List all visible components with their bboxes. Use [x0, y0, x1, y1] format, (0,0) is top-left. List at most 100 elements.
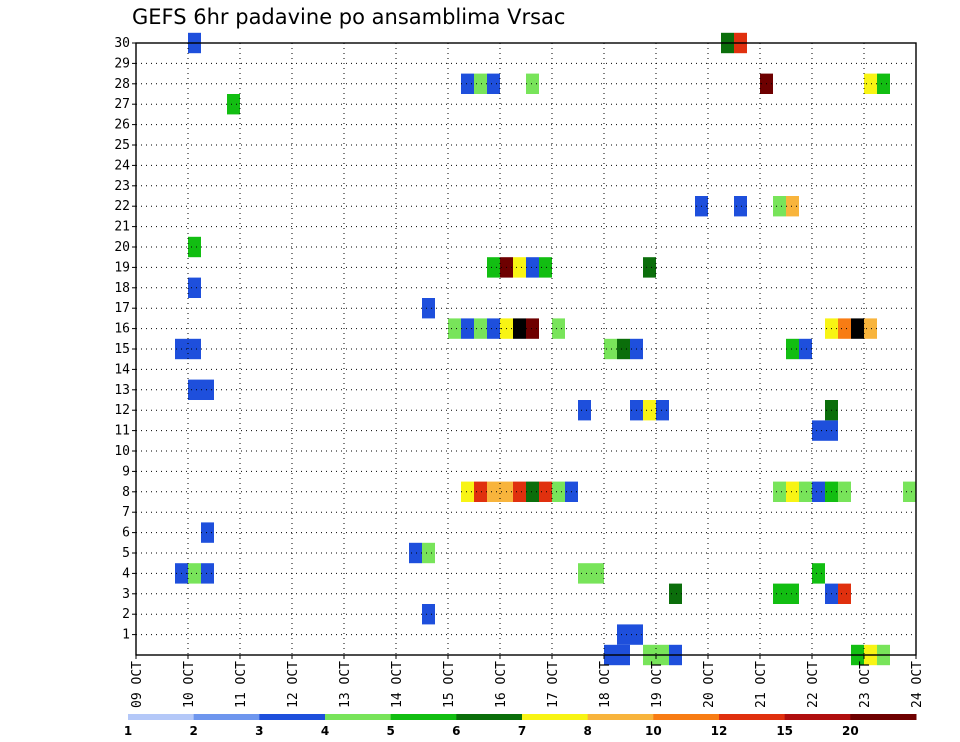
y-tick-label: 6	[122, 526, 130, 541]
y-tick-label: 7	[122, 505, 130, 520]
y-tick-label: 26	[114, 118, 130, 133]
ensemble-cell	[513, 257, 526, 278]
colorbar-swatch	[390, 714, 457, 720]
y-tick-label: 18	[114, 281, 130, 296]
ensemble-cell	[513, 481, 526, 502]
ensemble-cell	[864, 73, 877, 94]
y-tick-label: 25	[114, 138, 130, 153]
colorbar-swatch	[784, 714, 851, 720]
y-tick-label: 2	[122, 607, 130, 622]
x-tick-label: 12 OCT	[286, 661, 301, 708]
y-tick-label: 30	[114, 36, 130, 51]
ensemble-cell	[487, 318, 500, 339]
ensemble-cell	[461, 318, 474, 339]
colorbar-swatch	[193, 714, 260, 720]
ensemble-cell	[526, 318, 539, 339]
colorbar-label: 8	[583, 724, 591, 738]
y-tick-label: 28	[114, 77, 130, 92]
ensemble-cell	[604, 338, 617, 360]
ensemble-cell	[422, 542, 435, 564]
ensemble-cell	[474, 318, 487, 339]
colorbar-label: 2	[189, 724, 197, 738]
colorbar-label: 10	[645, 724, 662, 738]
ensemble-cell	[188, 277, 201, 298]
x-tick-label: 15 OCT	[442, 661, 457, 708]
colorbar-swatch	[719, 714, 786, 720]
y-tick-label: 27	[114, 97, 130, 112]
ensemble-cell	[773, 196, 786, 217]
ensemble-cell	[422, 604, 435, 625]
ensemble-cell	[188, 338, 201, 360]
colorbar-label: 5	[386, 724, 394, 738]
y-tick-label: 24	[114, 158, 130, 173]
x-axis: 09 OCT 10 OCT 11 OCT 12 OCT 13 OCT 14 OCT 15 O…	[130, 655, 925, 708]
ensemble-cell	[578, 400, 591, 421]
y-tick-label: 19	[114, 260, 130, 275]
colorbar-swatch	[522, 714, 589, 720]
ensemble-cell	[526, 257, 539, 278]
colorbar-swatch	[325, 714, 392, 720]
ensemble-cell	[812, 563, 825, 584]
y-tick-label: 1	[122, 628, 130, 643]
ensemble-cell	[877, 73, 890, 94]
colorbar-swatch	[653, 714, 720, 720]
y-tick-label: 10	[114, 444, 130, 459]
ensemble-cell	[188, 379, 201, 400]
colorbar-label: 3	[255, 724, 263, 738]
ensemble-cell	[643, 400, 656, 421]
colorbar-swatch	[587, 714, 654, 720]
ensemble-cell	[617, 338, 630, 360]
ensemble-cell	[539, 481, 552, 502]
ensemble-cell	[539, 257, 552, 278]
x-tick-label: 17 OCT	[546, 661, 561, 708]
x-tick-label: 21 OCT	[754, 661, 769, 708]
ensemble-cell	[786, 338, 799, 360]
ensemble-cell	[851, 318, 864, 339]
colorbar-label: 12	[711, 724, 728, 738]
ensemble-cell	[786, 196, 799, 217]
x-tick-label: 22 OCT	[806, 661, 821, 708]
ensemble-cell	[786, 481, 799, 502]
ensemble-cell	[552, 481, 565, 502]
y-tick-label: 3	[122, 587, 130, 602]
ensemble-cell	[461, 73, 474, 94]
x-tick-label: 14 OCT	[390, 661, 405, 708]
y-tick-label: 13	[114, 383, 130, 398]
x-tick-label: 11 OCT	[234, 661, 249, 708]
colorbar-swatch	[850, 714, 917, 720]
y-tick-label: 5	[122, 546, 130, 561]
y-tick-label: 14	[114, 362, 130, 377]
ensemble-cell	[227, 94, 240, 115]
colorbar-label: 6	[452, 724, 460, 738]
ensemble-cell	[773, 583, 786, 604]
y-tick-label: 16	[114, 322, 130, 337]
colorbar-label: 7	[518, 724, 526, 738]
ensemble-cell	[838, 583, 851, 604]
ensemble-cell	[838, 481, 851, 502]
ensemble-cell	[474, 481, 487, 502]
colorbar-label: 4	[321, 724, 329, 738]
ensemble-cell	[448, 318, 461, 339]
ensemble-cell	[422, 298, 435, 319]
ensemble-cell	[643, 257, 656, 278]
ensemble-cell	[799, 481, 812, 502]
ensemble-cell	[188, 236, 201, 258]
ensemble-cell	[617, 624, 630, 645]
colorbar: 1 2 3 4 5 6 7 8 10 12 15 20	[124, 714, 917, 738]
y-tick-label: 12	[114, 403, 130, 418]
y-tick-label: 9	[122, 464, 130, 479]
ensemble-cell	[409, 542, 422, 564]
grid-lines	[136, 42, 916, 655]
ensemble-cell	[526, 73, 539, 94]
ensemble-cell	[786, 583, 799, 604]
ensemble-cell	[487, 73, 500, 94]
ensemble-cell	[487, 257, 500, 278]
y-tick-label: 29	[114, 56, 130, 71]
y-tick-label: 4	[122, 566, 130, 581]
ensemble-cell	[474, 73, 487, 94]
ensemble-cell	[487, 481, 500, 502]
ensemble-cell	[201, 379, 214, 400]
colorbar-swatch	[128, 714, 195, 720]
y-tick-label: 23	[114, 179, 130, 194]
colorbar-label: 20	[842, 724, 859, 738]
